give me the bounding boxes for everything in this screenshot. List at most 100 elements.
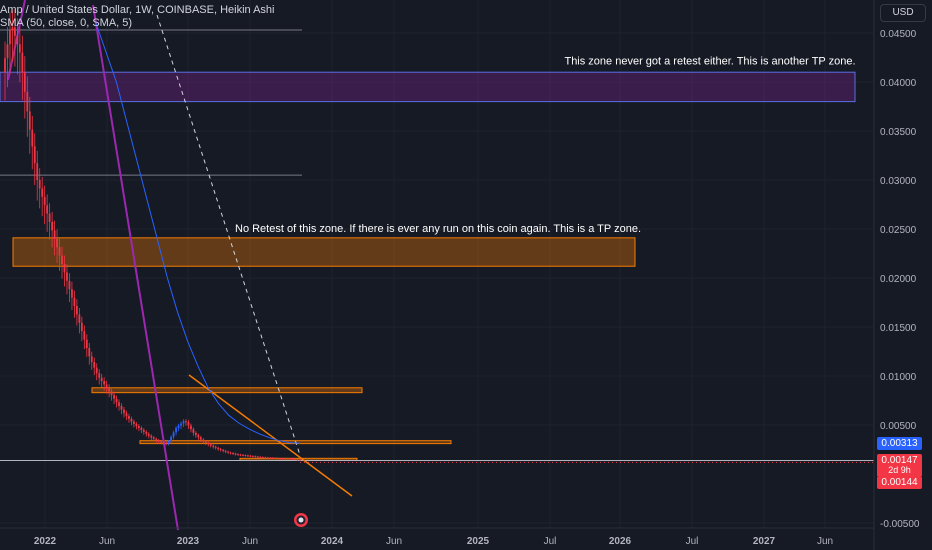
candle-body [83,331,86,340]
candle-body [133,421,135,425]
candle-body [46,205,49,214]
time-tick-label: Jun [817,536,833,547]
zone-orange_tp_zone [12,237,636,267]
price-tick-label: -0.00500 [880,519,920,530]
candle-body [100,377,103,382]
time-tick-label: Jul [544,536,557,547]
price-tick-label: 0.03000 [880,176,917,187]
candle-body [170,436,172,442]
candle-body [276,458,279,460]
time-tick-label: Jun [386,536,402,547]
candle-body [48,213,51,222]
candle-body [281,458,284,460]
candle-body [11,27,14,31]
price-tick-label: 0.01000 [880,372,917,383]
candle-body [53,230,56,239]
candle-body [237,454,239,456]
candle-body [145,431,148,434]
candle-body [227,451,230,453]
dashed-trendline [156,14,301,456]
time-tick-label: 2023 [177,536,200,547]
candle-body [98,373,101,378]
candle-body [212,445,215,447]
candle-body [90,356,93,362]
candle-body [217,447,220,449]
candle-body [118,402,120,406]
candle-body [175,427,177,433]
candle-body [249,455,252,457]
candle-body [251,455,254,457]
candle-body [180,423,182,426]
candle-body [244,455,247,457]
time-tick-label: Jul [686,536,699,547]
candle-body [78,314,81,323]
candle-body [204,441,207,443]
price-tick-label: 0.01500 [880,323,917,334]
indicator-legend[interactable]: SMA (50, close, 0, SMA, 5) [0,17,133,29]
candle-body [247,455,249,457]
candle-body [239,454,242,456]
candle-body [66,272,68,281]
candle-body [289,458,291,460]
chart-grid [0,0,874,528]
candle-body [192,429,195,433]
bar-countdown-label: 2d 9h [877,465,922,476]
time-tick-label: 2025 [467,536,490,547]
candle-body [61,255,63,264]
candle-layer [4,9,301,461]
time-axis[interactable]: 2022 Jun 2023 Jun 2024 Jun 2025 Jul 2026 Jul 2027 J… [34,536,833,547]
candle-body [38,180,41,189]
candle-body [142,429,145,432]
currency-button[interactable]: USD [880,4,926,22]
price-axis[interactable]: 0.04500 0.04000 0.03500 0.03000 0.02500 0.020… [880,29,920,530]
price-tick-label: 0.04000 [880,78,917,89]
sma-layer [95,23,301,444]
candle-body [137,425,140,428]
candle-body [150,435,153,438]
event-flag-icon[interactable] [294,513,308,527]
candle-body [194,432,197,436]
candle-body [177,425,180,428]
candle-body [261,457,264,459]
candle-body [266,457,269,459]
candle-body [185,421,187,423]
time-tick-label: 2026 [609,536,632,547]
candle-body [299,459,301,461]
price-tick-label: 0.02500 [880,225,917,236]
candle-body [147,433,150,436]
candle-body [4,58,6,73]
candle-body [207,442,210,445]
candle-body [222,449,225,451]
candle-body [6,44,9,59]
annotation-layer: This zone never got a retest either. Thi… [235,55,856,235]
candle-body [135,424,138,426]
candle-body [294,458,296,460]
candle-body [63,264,66,273]
candle-body [120,405,123,410]
candle-body [18,44,21,53]
candle-body [199,437,202,440]
candle-body [232,453,234,454]
candle-body [172,432,175,437]
candle-body [152,437,155,439]
candle-body [128,416,130,419]
candle-body [254,456,257,458]
annotation-purple-zone: This zone never got a retest either. Thi… [564,55,855,67]
price-tick-label: 0.04500 [880,29,917,40]
price-tick-label: 0.02000 [880,274,917,285]
candle-body [21,52,24,73]
symbol-title[interactable]: Amp / United States Dollar, 1W, COINBASE… [0,4,275,16]
candle-body [157,440,160,442]
sma-price-label: 0.00313 [877,437,922,450]
candle-body [209,444,212,446]
orange-trendline [188,374,353,497]
candle-body [155,438,158,441]
candle-body [75,306,78,315]
time-tick-label: 2022 [34,536,57,547]
candle-body [182,421,185,424]
candle-body [115,398,118,403]
candle-body [264,457,267,459]
candle-body [202,439,205,442]
candle-body [242,454,244,456]
